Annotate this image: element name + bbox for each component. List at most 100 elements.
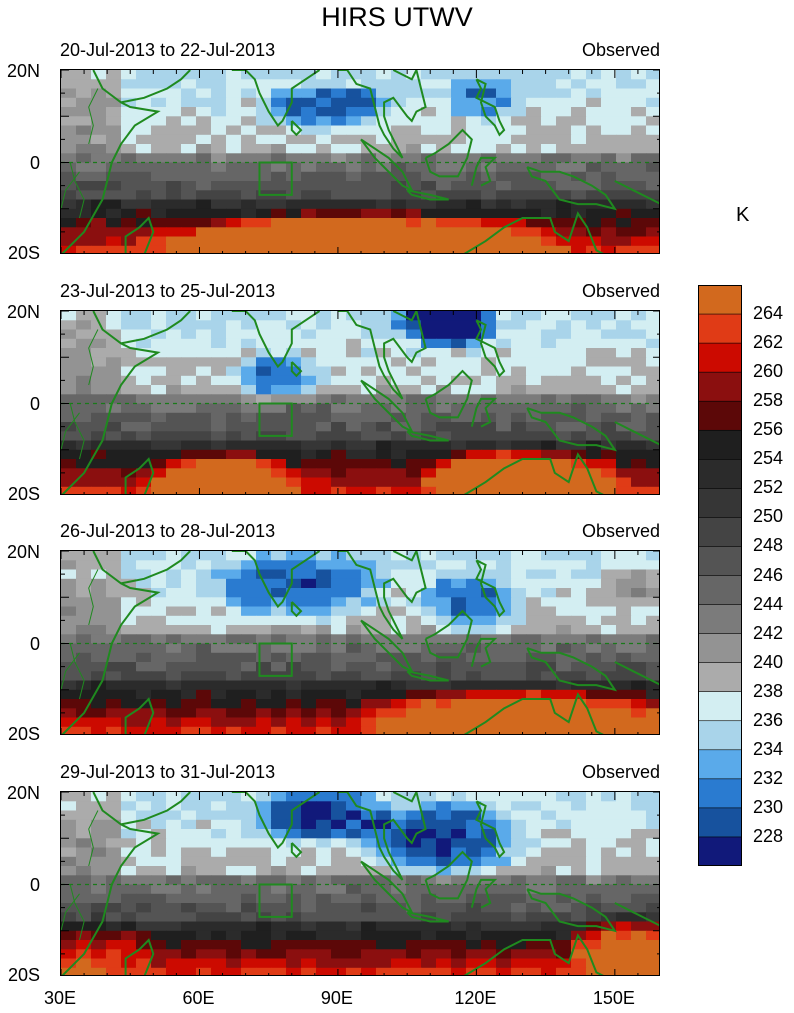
heatmap-cell	[631, 171, 647, 182]
heatmap-cell	[181, 348, 197, 358]
heatmap-cell	[601, 838, 617, 849]
heatmap-cell	[646, 171, 659, 182]
heatmap-cell	[466, 348, 482, 358]
heatmap-cell	[451, 162, 467, 173]
heatmap-cell	[166, 578, 182, 589]
heatmap-cell	[571, 588, 587, 598]
heatmap-cell	[361, 449, 377, 460]
heatmap-cell	[451, 717, 467, 728]
heatmap-cell	[436, 320, 452, 331]
heatmap-cell	[541, 153, 557, 164]
heatmap-cell	[151, 912, 167, 923]
heatmap-cell	[316, 949, 332, 960]
heatmap-cell	[181, 477, 197, 488]
heatmap-cell	[481, 459, 497, 469]
heatmap-cell	[91, 431, 107, 442]
heatmap-cell	[376, 357, 392, 368]
heatmap-cell	[286, 551, 302, 561]
heatmap-cell	[241, 394, 257, 405]
heatmap-cell	[511, 699, 527, 709]
heatmap-cell	[76, 366, 92, 377]
heatmap-cell	[526, 560, 542, 571]
heatmap-cell	[226, 884, 242, 895]
heatmap-cell	[331, 560, 347, 571]
heatmap-cell	[631, 671, 647, 682]
heatmap-cell	[196, 449, 212, 460]
heatmap-cell	[151, 699, 167, 709]
heatmap-cell	[136, 366, 152, 377]
heatmap-cell	[511, 708, 527, 719]
heatmap-cell	[406, 468, 422, 479]
heatmap-cell	[151, 227, 167, 238]
heatmap-cell	[406, 385, 422, 395]
heatmap-cell	[106, 569, 122, 580]
heatmap-cell	[196, 208, 212, 219]
heatmap-cell	[556, 671, 572, 682]
heatmap-cell	[256, 792, 272, 802]
heatmap-cell	[316, 329, 332, 340]
heatmap-cell	[61, 320, 77, 331]
heatmap-cell	[151, 125, 167, 136]
heatmap-cell	[166, 125, 182, 136]
heatmap-cell	[541, 199, 557, 210]
heatmap-cell	[451, 634, 467, 645]
heatmap-cell	[61, 449, 77, 460]
heatmap-cell	[646, 153, 659, 164]
heatmap-cell	[436, 449, 452, 460]
heatmap-cell	[601, 311, 617, 321]
heatmap-cell	[526, 615, 542, 626]
heatmap-cell	[526, 726, 542, 734]
heatmap-cell	[361, 70, 377, 80]
heatmap-cell	[376, 79, 392, 90]
heatmap-cell	[331, 940, 347, 950]
heatmap-cell	[601, 801, 617, 812]
heatmap-cell	[271, 875, 287, 886]
heatmap-cell	[121, 245, 137, 253]
heatmap-cell	[61, 97, 77, 108]
heatmap-cell	[481, 88, 497, 99]
heatmap-cell	[631, 884, 647, 895]
heatmap-cell	[226, 662, 242, 672]
heatmap-cell	[196, 70, 212, 80]
heatmap-cell	[121, 440, 137, 451]
heatmap-cell	[646, 366, 659, 377]
heatmap-cell	[586, 551, 602, 561]
heatmap-cell	[196, 958, 212, 969]
heatmap-cell	[61, 671, 77, 682]
heatmap-cell	[181, 199, 197, 210]
heatmap-cell	[151, 144, 167, 154]
heatmap-cell	[571, 652, 587, 663]
heatmap-cell	[496, 348, 512, 358]
heatmap-cell	[346, 689, 362, 700]
heatmap-cell	[241, 597, 257, 608]
heatmap-cell	[166, 967, 182, 975]
heatmap-cell	[481, 662, 497, 672]
heatmap-cell	[211, 958, 227, 969]
heatmap-cell	[211, 107, 227, 117]
heatmap-cell	[361, 171, 377, 182]
heatmap-cell	[121, 560, 137, 571]
heatmap-cell	[256, 615, 272, 626]
heatmap-cell	[556, 847, 572, 858]
heatmap-cell	[571, 236, 587, 247]
heatmap-cell	[571, 134, 587, 145]
heatmap-cell	[271, 903, 287, 913]
heatmap-cell	[286, 440, 302, 451]
heatmap-cell	[91, 708, 107, 719]
heatmap-cell	[271, 162, 287, 173]
heatmap-cell	[481, 588, 497, 598]
heatmap-cell	[91, 218, 107, 228]
heatmap-cell	[526, 819, 542, 830]
heatmap-cell	[271, 949, 287, 960]
heatmap-cell	[76, 107, 92, 117]
heatmap-cell	[406, 560, 422, 571]
heatmap-cell	[106, 236, 122, 247]
heatmap-cell	[106, 171, 122, 182]
heatmap-cell	[76, 726, 92, 734]
heatmap-cell	[526, 338, 542, 349]
heatmap-cell	[481, 680, 497, 691]
heatmap-cell	[166, 134, 182, 145]
heatmap-cell	[481, 699, 497, 709]
heatmap-cell	[376, 431, 392, 442]
heatmap-cell	[121, 884, 137, 895]
